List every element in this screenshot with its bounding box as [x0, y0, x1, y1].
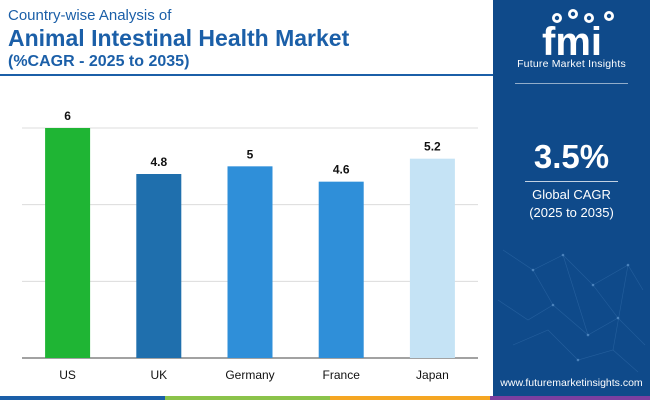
bar-uk: [136, 174, 182, 358]
footer-segment-green: [165, 396, 330, 400]
data-label-japan: 5.2: [424, 140, 441, 154]
x-tick-label-germany: Germany: [225, 368, 274, 382]
x-tick-label-japan: Japan: [416, 368, 449, 382]
fmi-logo-icon: fmi: [542, 9, 614, 58]
stat-divider: [525, 181, 618, 182]
panel-texture: [497, 249, 646, 373]
data-label-france: 4.6: [333, 163, 350, 177]
side-panel: fmi Future Market Insights 3.5% Global C…: [493, 0, 650, 400]
footer-segment-orange: [330, 396, 490, 400]
bar-germany: [227, 166, 273, 358]
panel-divider: [515, 83, 628, 84]
chart-header: Country-wise Analysis of Animal Intestin…: [8, 6, 478, 72]
bar-france: [318, 181, 364, 358]
logo-wordmark: fmi: [542, 20, 602, 58]
bar-japan: [409, 158, 455, 358]
data-label-us: 6: [64, 109, 71, 123]
bar-chart: 6 US 4.8 UK 5 Germany 4.6 France 5.2 Japan: [22, 109, 478, 382]
global-cagr-value: 3.5%: [533, 138, 610, 175]
x-tick-label-france: France: [323, 368, 361, 382]
website-link[interactable]: www.futuremarketinsights.com: [500, 377, 643, 389]
logo-tagline: Future Market Insights: [517, 58, 626, 70]
global-cagr-label: Global CAGR (2025 to 2035): [493, 186, 650, 222]
global-cagr-label-line1: Global CAGR: [532, 187, 611, 202]
footer-segment-purple: [490, 396, 650, 400]
data-label-uk: 4.8: [150, 155, 167, 169]
footer-segment-blue: [0, 396, 165, 400]
x-tick-label-us: US: [59, 368, 76, 382]
fmi-logo: fmi Future Market Insights: [493, 6, 650, 70]
chart-title: Animal Intestinal Health Market: [8, 25, 350, 51]
data-label-germany: 5: [247, 147, 254, 161]
bar-us: [45, 128, 91, 358]
header-divider: [0, 74, 493, 76]
x-tick-label-uk: UK: [150, 368, 167, 382]
global-cagr-label-line2: (2025 to 2035): [529, 205, 614, 220]
chart-period: (%CAGR - 2025 to 2035): [8, 53, 190, 70]
footer-color-strip: [0, 396, 650, 400]
chart-subtitle: Country-wise Analysis of: [8, 7, 172, 24]
